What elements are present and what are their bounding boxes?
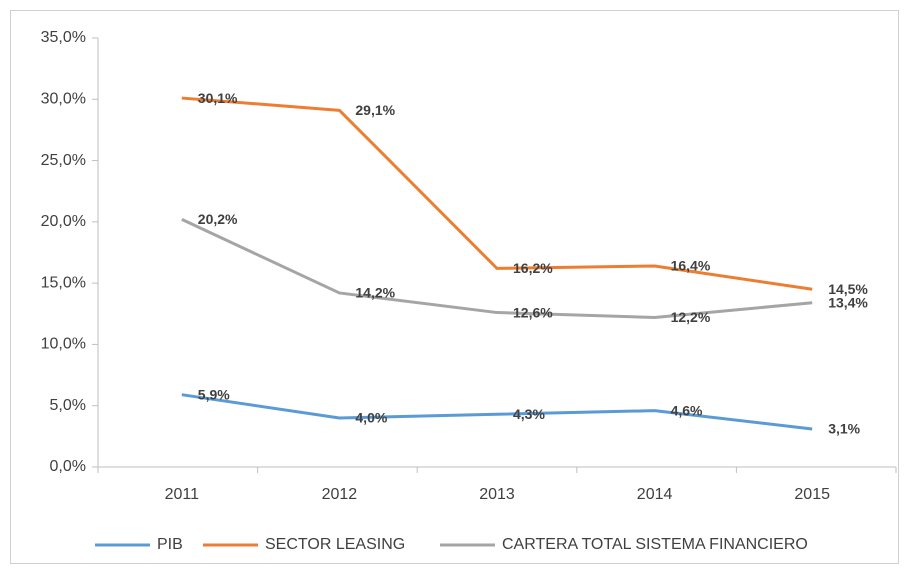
x-tick-label: 2014 (637, 486, 673, 503)
data-label: 12,2% (671, 309, 711, 325)
data-label: 30,1% (198, 90, 238, 106)
data-label: 4,0% (355, 410, 387, 426)
x-tick-label: 2015 (794, 486, 830, 503)
y-tick-label: 15,0% (41, 274, 86, 291)
y-tick-label: 30,0% (41, 91, 86, 108)
x-tick-label: 2012 (322, 486, 358, 503)
data-label: 14,5% (828, 281, 868, 297)
data-label: 5,9% (198, 386, 230, 402)
y-tick-label: 35,0% (41, 29, 86, 46)
chart-frame (10, 10, 899, 564)
data-label: 20,2% (198, 211, 238, 227)
series-line (181, 96, 813, 291)
data-label: 12,6% (513, 304, 553, 320)
legend-label: SECTOR LEASING (265, 536, 405, 553)
x-tick-label: 2013 (479, 486, 515, 503)
y-tick-label: 5,0% (50, 397, 86, 414)
data-label: 16,2% (513, 260, 553, 276)
data-label: 3,1% (828, 421, 860, 437)
y-tick-label: 0,0% (50, 458, 86, 475)
y-tick-label: 25,0% (41, 152, 86, 169)
legend-label: CARTERA TOTAL SISTEMA FINANCIERO (502, 536, 808, 553)
series-line (181, 393, 813, 431)
x-tick-label: 2011 (165, 486, 200, 503)
data-label: 14,2% (355, 285, 395, 301)
y-tick-label: 10,0% (41, 336, 86, 353)
data-label: 13,4% (828, 294, 868, 310)
data-label: 4,6% (671, 402, 703, 418)
series-line (181, 218, 813, 319)
y-tick-label: 20,0% (41, 213, 86, 230)
data-label: 4,3% (513, 406, 545, 422)
data-label: 16,4% (671, 258, 711, 274)
data-label: 29,1% (355, 102, 395, 118)
legend-label: PIB (157, 536, 183, 553)
